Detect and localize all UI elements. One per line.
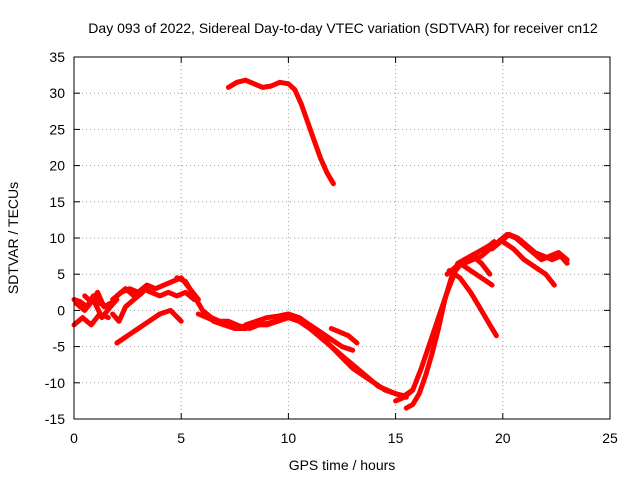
- y-tick-label: -10: [45, 375, 65, 391]
- y-tick-label: 30: [49, 85, 65, 101]
- y-tick-label: 35: [49, 49, 65, 65]
- series-line-arc16: [393, 253, 493, 404]
- tick-layer: 0 5 10 15 20 25 -15 -10 -5 0 5 10 15 20 25 30 35: [45, 49, 618, 446]
- x-tick-label: 0: [70, 430, 78, 446]
- y-tick-label: 20: [49, 158, 65, 174]
- y-tick-label: 15: [49, 194, 65, 210]
- series-layer: [71, 77, 570, 411]
- y-tick-label: 0: [57, 302, 65, 318]
- y-tick-label: -5: [53, 339, 66, 355]
- x-axis-label: GPS time / hours: [289, 457, 396, 473]
- x-tick-label: 20: [495, 430, 511, 446]
- series-line-arc7: [110, 289, 146, 324]
- series-line-arc20: [457, 260, 495, 288]
- y-tick-label: 10: [49, 230, 65, 246]
- series-line-arc6: [114, 286, 197, 302]
- series-line-arc14: [225, 77, 336, 187]
- chart-title: Day 093 of 2022, Sidereal Day-to-day VTE…: [88, 20, 598, 36]
- x-tick-label: 25: [602, 430, 618, 446]
- series-line-arc19: [446, 268, 499, 339]
- series-line-arc12: [243, 311, 356, 353]
- series-line-arc11: [210, 315, 409, 400]
- x-tick-label: 10: [281, 430, 297, 446]
- series-line-arc3: [73, 297, 120, 321]
- y-tick-label: 25: [49, 121, 65, 137]
- series-line-arc13: [328, 326, 360, 346]
- series-line-arc18: [489, 231, 570, 266]
- x-tick-label: 5: [177, 430, 185, 446]
- y-tick-label: -15: [45, 411, 65, 427]
- series-line-arc8: [114, 307, 184, 346]
- series-line-arc4: [82, 289, 113, 310]
- x-tick-label: 15: [388, 430, 404, 446]
- y-tick-label: 5: [57, 266, 65, 282]
- series-line-arc21: [500, 239, 557, 288]
- y-axis-label: SDTVAR / TECUs: [5, 182, 21, 294]
- grid-layer: [74, 57, 610, 419]
